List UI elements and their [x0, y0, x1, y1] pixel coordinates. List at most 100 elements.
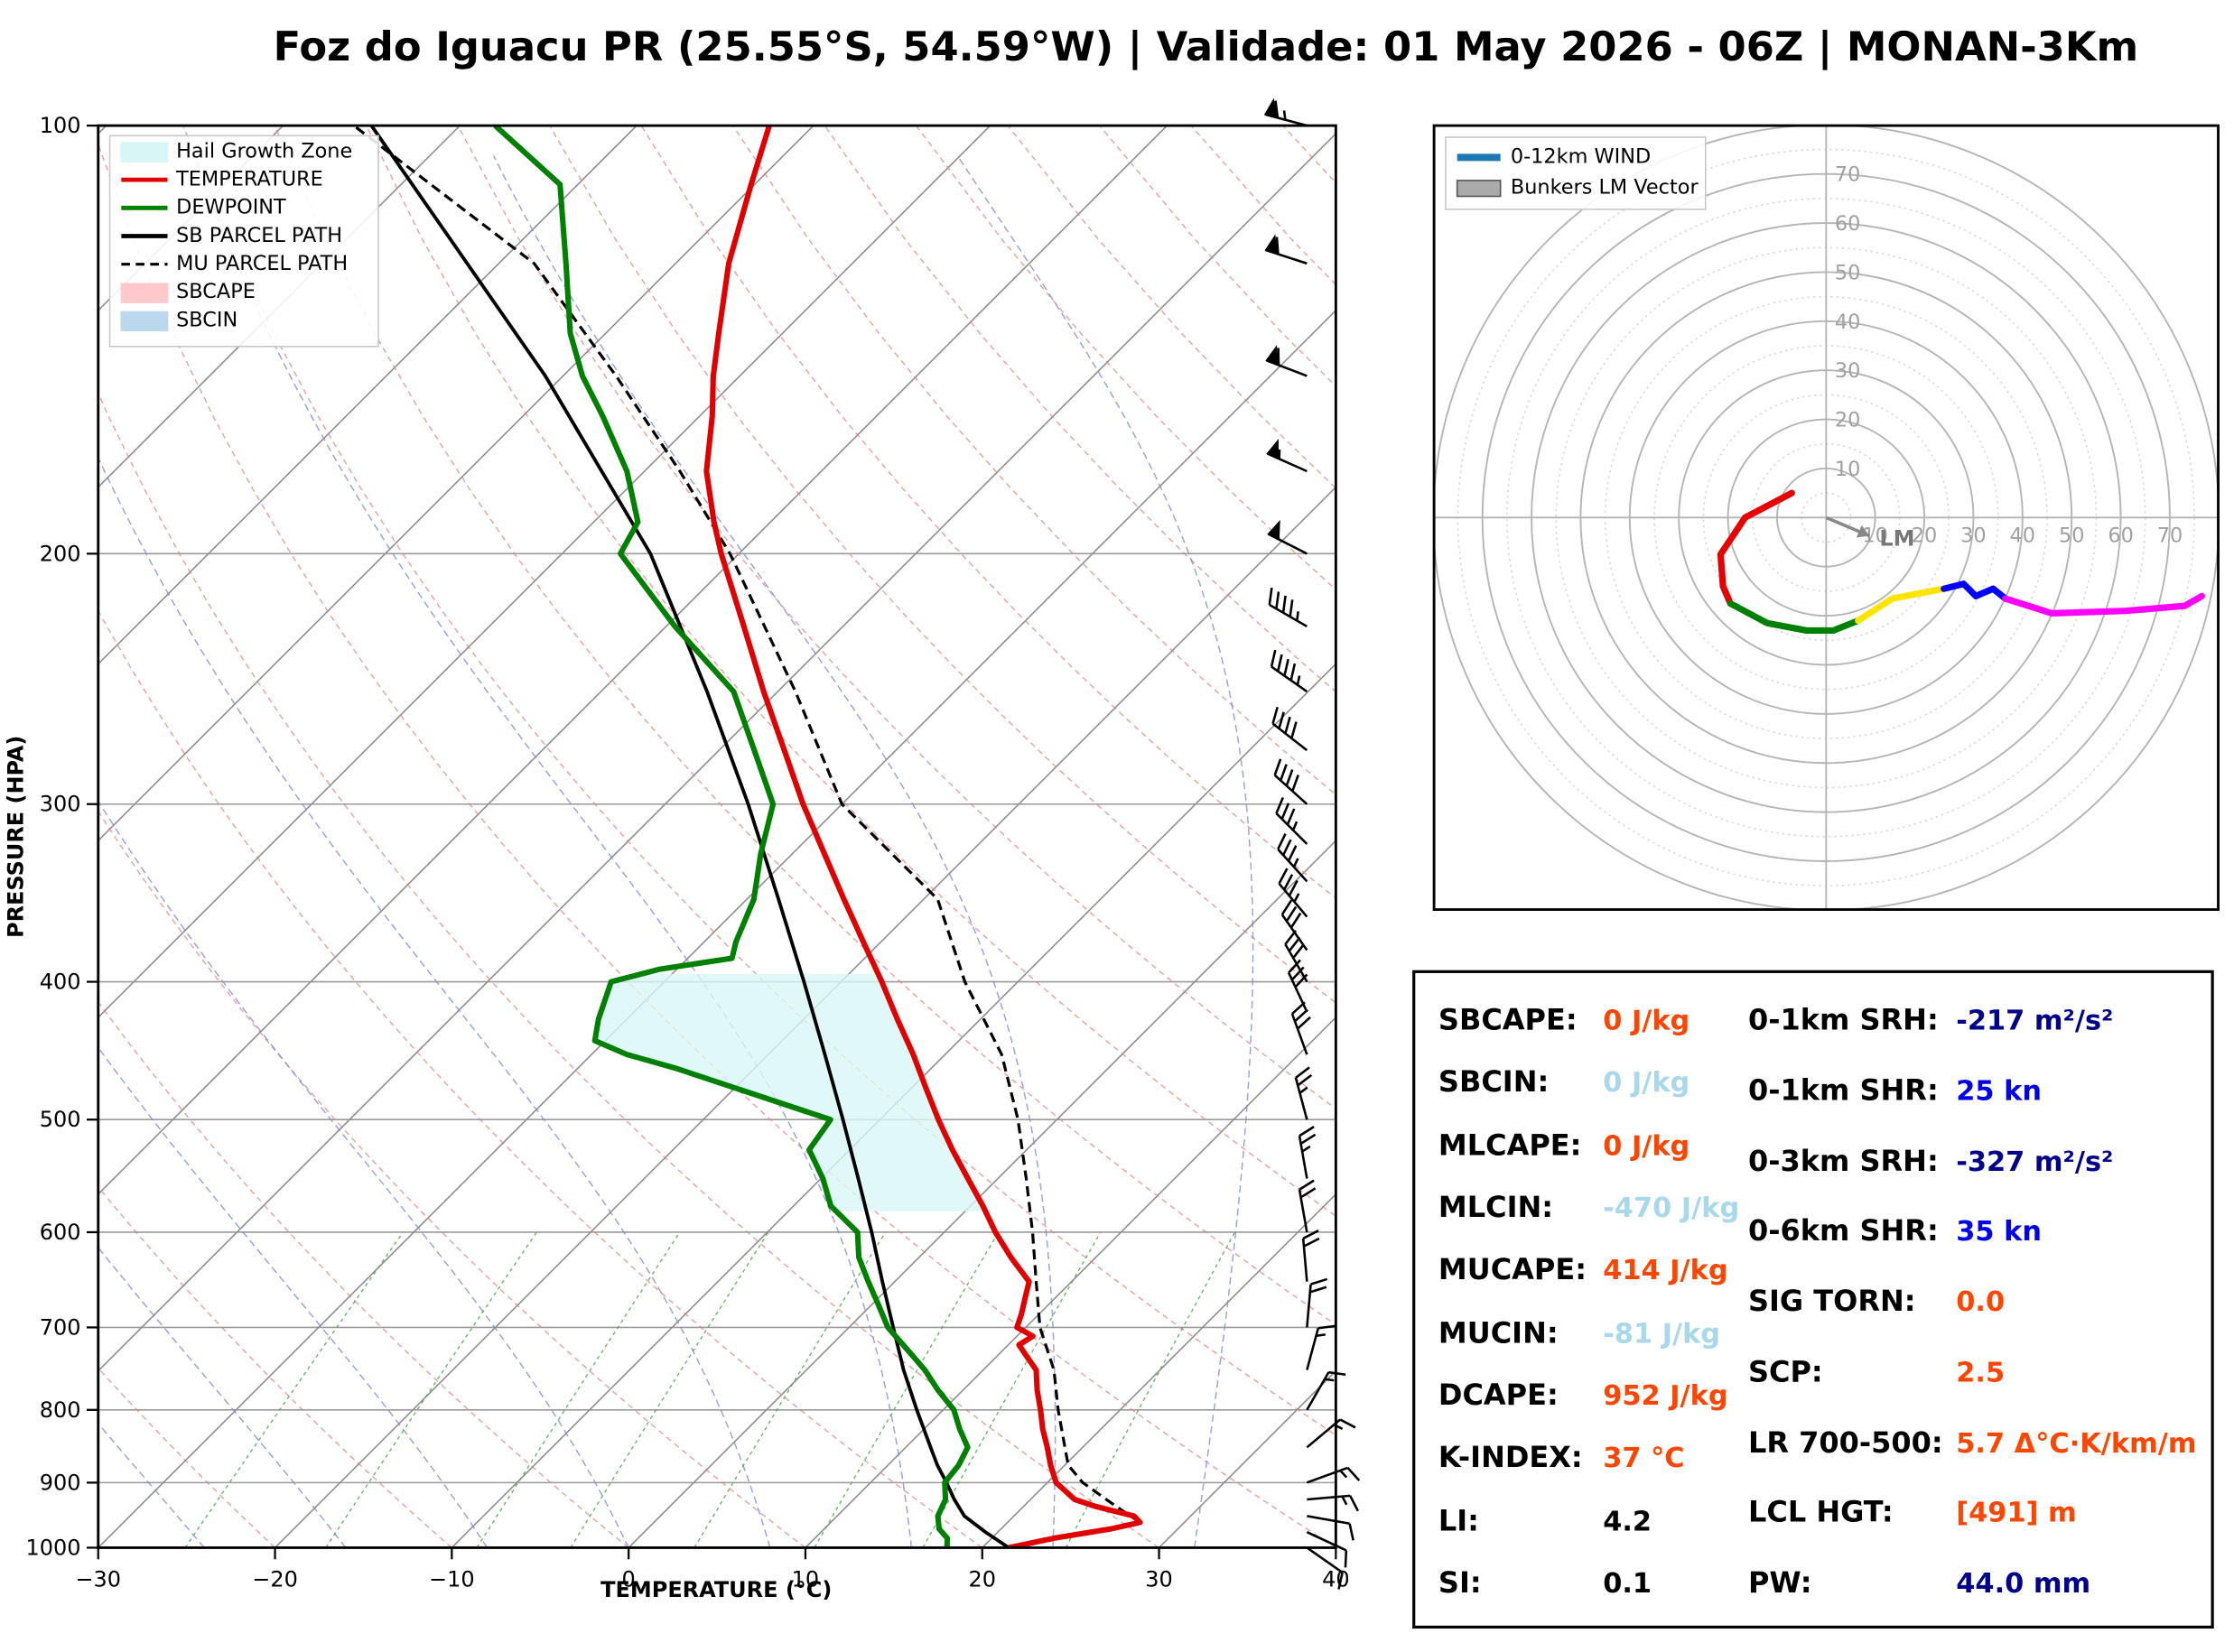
svg-text:800: 800	[40, 1397, 81, 1423]
stat-label: SCP:	[1747, 1353, 1823, 1389]
legend-swatch	[120, 142, 169, 162]
hodograph-segment	[1727, 599, 1862, 635]
wind-barb	[1265, 345, 1308, 377]
svg-text:400: 400	[40, 970, 81, 995]
legend-label: 0-12km WIND	[1511, 145, 1651, 169]
stat-label: PW:	[1747, 1564, 1812, 1601]
wind-barb	[1301, 1230, 1320, 1282]
hodograph-segment	[2002, 592, 2205, 617]
temperature-curve	[703, 125, 1143, 1548]
wind-barb	[1306, 1418, 1356, 1449]
svg-text:1000: 1000	[26, 1535, 81, 1560]
wind-barbs	[1263, 97, 1361, 1590]
wind-barb	[1298, 1126, 1317, 1179]
stat-label: MUCIN:	[1438, 1314, 1559, 1350]
svg-text:500: 500	[40, 1107, 81, 1132]
wind-barb	[1267, 519, 1308, 555]
wind-barb	[1264, 234, 1308, 265]
svg-text:10: 10	[1835, 458, 1860, 481]
stat-value: -470 J/kg	[1603, 1192, 1740, 1225]
x-axis-title: TEMPERATURE (°C)	[600, 1577, 832, 1602]
stat-row: LI: 4.2	[1438, 1502, 1748, 1536]
svg-text:−10: −10	[429, 1567, 475, 1592]
svg-text:60: 60	[1835, 212, 1860, 236]
svg-text:900: 900	[40, 1470, 81, 1495]
skewt-frame	[97, 124, 1337, 1549]
stats-left-column: SBCAPE: 0 J/kg SBCIN: 0 J/kg MLCAPE: 0 J/kg ML…	[1438, 1002, 1748, 1600]
stat-value: -327 m²/s²	[1956, 1146, 2114, 1178]
stats-panel: SBCAPE: 0 J/kg SBCIN: 0 J/kg MLCAPE: 0 J/kg ML…	[1412, 970, 2214, 1629]
stat-label: LR 700-500:	[1747, 1424, 1943, 1460]
svg-text:700: 700	[40, 1314, 81, 1340]
stat-row: LCL HGT: [491] m	[1748, 1495, 2197, 1529]
stat-value: 35 kn	[1956, 1216, 2042, 1248]
wind-barb	[1306, 1277, 1328, 1328]
svg-text:50: 50	[2059, 524, 2084, 548]
wind-barb	[1278, 868, 1308, 918]
svg-text:20: 20	[1835, 409, 1860, 432]
svg-text:70: 70	[2157, 524, 2183, 548]
stat-value: -217 m²/s²	[1956, 1005, 2114, 1037]
svg-text:30: 30	[1145, 1567, 1173, 1592]
stat-row: SBCIN: 0 J/kg	[1438, 1064, 1748, 1099]
y-axis-title: PRESSURE (HPA)	[4, 736, 29, 938]
hodograph-frame	[1432, 124, 2220, 911]
wind-barb	[1277, 833, 1308, 883]
wind-barb	[1263, 97, 1308, 127]
skewt-legend: Hail Growth Zone TEMPERATURE DEWPOINT SB PA…	[108, 135, 379, 348]
stat-row: MLCIN: -470 J/kg	[1438, 1190, 1748, 1224]
stat-value: 37 °C	[1603, 1443, 1685, 1475]
stat-row: SI: 0.1	[1438, 1565, 1748, 1600]
svg-text:600: 600	[40, 1220, 81, 1245]
svg-text:30: 30	[1960, 524, 1986, 548]
stat-value: 0 J/kg	[1603, 1129, 1690, 1162]
stat-label: K-INDEX:	[1438, 1439, 1583, 1475]
stat-value: 414 J/kg	[1603, 1255, 1728, 1287]
stat-label: MLCAPE:	[1438, 1127, 1582, 1162]
stat-value: 0.0	[1956, 1285, 2006, 1319]
stat-value: 0 J/kg	[1603, 1067, 1690, 1100]
stat-row: 0-3km SRH: -327 m²/s²	[1748, 1143, 2197, 1177]
stat-value: 4.2	[1603, 1505, 1652, 1537]
wind-barb	[1266, 439, 1308, 473]
stat-row: MUCIN: -81 J/kg	[1438, 1314, 1748, 1349]
hail-growth-zone	[594, 973, 986, 1211]
svg-text:−20: −20	[252, 1567, 298, 1592]
sb-parcel-path	[369, 125, 1010, 1548]
stat-row: SBCAPE: 0 J/kg	[1438, 1002, 1748, 1036]
legend-label: DEWPOINT	[176, 196, 286, 219]
hodograph-segment	[1941, 580, 2009, 602]
stat-row: SCP: 2.5	[1748, 1354, 2197, 1388]
legend-label: SBCAPE	[176, 280, 256, 303]
stat-label: MLCIN:	[1438, 1189, 1554, 1225]
svg-text:20: 20	[969, 1567, 997, 1592]
stat-label: SBCAPE:	[1438, 1001, 1578, 1037]
hodograph-legend	[1445, 136, 1707, 210]
stat-value: 5.7 Δ°C·K/km/m	[1956, 1426, 2197, 1460]
wind-barb	[1271, 706, 1308, 752]
stat-value: 0 J/kg	[1603, 1005, 1690, 1037]
svg-text:40: 40	[2010, 524, 2035, 548]
svg-text:70: 70	[1835, 163, 1860, 187]
svg-text:0: 0	[622, 1567, 636, 1592]
legend-swatch	[120, 283, 169, 303]
stat-value: 2.5	[1956, 1356, 2006, 1389]
stat-row: LR 700-500: 5.7 Δ°C·K/km/m	[1748, 1425, 2197, 1459]
wind-barb	[1268, 587, 1308, 628]
stat-row: MUCAPE: 414 J/kg	[1438, 1252, 1748, 1286]
stat-row: PW: 44.0 mm	[1748, 1565, 2197, 1600]
wind-barb	[1294, 1066, 1313, 1120]
stat-label: LCL HGT:	[1747, 1494, 1894, 1530]
svg-text:50: 50	[1835, 261, 1860, 284]
stat-row: MLCAPE: 0 J/kg	[1438, 1128, 1748, 1162]
stat-label: DCAPE:	[1438, 1377, 1559, 1413]
svg-text:10: 10	[792, 1567, 820, 1592]
wind-barb	[1306, 1370, 1346, 1411]
svg-text:40: 40	[1835, 311, 1860, 334]
svg-text:300: 300	[40, 792, 81, 817]
svg-text:60: 60	[2108, 524, 2133, 548]
wind-barb	[1306, 1324, 1336, 1370]
stat-value: 0.1	[1603, 1567, 1652, 1600]
stat-label: SI:	[1438, 1564, 1482, 1600]
